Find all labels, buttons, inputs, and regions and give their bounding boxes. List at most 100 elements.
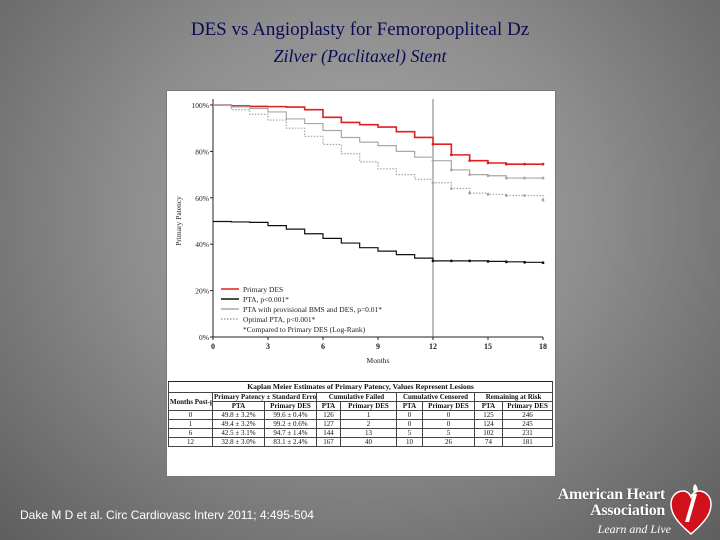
series-line [213, 104, 543, 165]
table-header-group: Remaining at Risk [473, 392, 554, 402]
chart-footnote: *Compared to Primary DES (Log-Rank) [243, 325, 366, 334]
x-tick-label: 15 [484, 342, 492, 351]
table-cell: 26 [422, 437, 475, 447]
table-row: 6 42.5 ± 3.1% 94.7 ± 1.4% 144 13 5 5 102 231 [168, 428, 554, 438]
x-tick-label: 6 [321, 342, 325, 351]
logo-line1: American Heart [557, 486, 666, 503]
table-body: 0 49.8 ± 3.2% 99.6 ± 0.4% 126 1 0 0 125 246 1 49.4… [168, 410, 554, 447]
table-cell: 42.5 ± 3.1% [212, 428, 265, 438]
censor-mark [431, 259, 435, 263]
table-header-group: Cumulative Failed [316, 392, 397, 402]
table-cell: 0 [396, 419, 423, 429]
table-subheader: PTA [474, 401, 503, 411]
table-header-months: Months Post-procedure [168, 392, 213, 411]
censor-mark [523, 260, 527, 264]
censor-mark [541, 198, 545, 202]
censor-mark [449, 153, 453, 157]
x-tick-label: 0 [211, 342, 215, 351]
table-cell: 125 [474, 410, 503, 420]
citation: Dake M D et al. Circ Cardiovasc Interv 2… [20, 508, 314, 522]
y-axis-label: Primary Patency [174, 196, 183, 246]
y-tick-label: 60% [195, 194, 209, 203]
censor-mark [431, 142, 435, 146]
censor-mark [541, 176, 545, 180]
table-cell: 5 [396, 428, 423, 438]
table-row: 0 49.8 ± 3.2% 99.6 ± 0.4% 126 1 0 0 125 246 [168, 410, 554, 420]
censor-mark [449, 187, 453, 190]
table-cell: 1 [168, 419, 213, 429]
logo-line2: Association [590, 502, 665, 519]
table-header-group: Cumulative Censored [396, 392, 475, 402]
table-subheader: PTA [212, 401, 265, 411]
y-tick-label: 100% [192, 101, 210, 110]
censor-mark [523, 194, 527, 197]
censor-mark [504, 194, 508, 197]
table-cell: 0 [396, 410, 423, 420]
km-table: Kaplan Meier Estimates of Primary Patenc… [167, 381, 554, 447]
table-cell: 126 [316, 410, 341, 420]
table-subheader: Primary DES [501, 401, 554, 411]
table-cell: 83.1 ± 2.4% [264, 437, 317, 447]
x-tick-label: 12 [429, 342, 437, 351]
legend-label: PTA with provisional BMS and DES, p=0.01… [243, 305, 382, 314]
censor-mark [523, 162, 527, 166]
censor-mark [449, 168, 453, 172]
table-cell: 245 [501, 419, 554, 429]
legend-label: Primary DES [243, 285, 283, 294]
heart-torch-icon [670, 484, 712, 535]
aha-logo: American Heart Association Learn and Liv… [548, 482, 713, 538]
censor-mark [431, 159, 435, 163]
censor-mark [523, 176, 527, 180]
table-cell: 167 [316, 437, 341, 447]
table-row: 12 32.8 ± 3.0% 83.1 ± 2.4% 167 40 10 26 74 181 [168, 437, 554, 447]
censor-mark [504, 260, 508, 264]
table-cell: 94.7 ± 1.4% [264, 428, 317, 438]
km-chart: 0% 20% 40% 60% 80% 100% 0 3 6 9 12 15 18 Months Primar… [174, 99, 547, 365]
table-header-group: Primary Patency ± Standard Error [212, 392, 317, 402]
censor-mark [468, 259, 472, 263]
table-caption: Kaplan Meier Estimates of Primary Patenc… [167, 381, 554, 393]
table-row: 1 49.4 ± 3.2% 99.2 ± 0.6% 127 2 0 0 124 245 [168, 419, 554, 429]
table-cell: 181 [501, 437, 554, 447]
table-subheader: PTA [316, 401, 341, 411]
table-cell: 0 [422, 410, 475, 420]
censor-mark [541, 261, 545, 265]
table-cell: 0 [168, 410, 213, 420]
censor-mark [486, 174, 490, 178]
table-cell: 102 [474, 428, 503, 438]
censor-mark [468, 159, 472, 163]
logo-tagline: Learn and Live [597, 522, 671, 536]
table-cell: 13 [340, 428, 397, 438]
table-subheader: PTA [396, 401, 423, 411]
censor-mark [504, 162, 508, 166]
legend-label: PTA, p<0.001* [243, 295, 289, 304]
censor-mark [486, 259, 490, 263]
table-cell: 1 [340, 410, 397, 420]
table-cell: 0 [422, 419, 475, 429]
slide-title: DES vs Angioplasty for Femoropopliteal D… [190, 19, 530, 40]
table-cell: 12 [168, 437, 213, 447]
x-tick-label: 3 [266, 342, 270, 351]
y-tick-label: 20% [195, 287, 209, 296]
table-cell: 144 [316, 428, 341, 438]
table-subheader: Primary DES [422, 401, 475, 411]
y-tick-label: 0% [199, 333, 209, 342]
table-cell: 49.4 ± 3.2% [212, 419, 265, 429]
table-cell: 99.6 ± 0.4% [264, 410, 317, 420]
table-subheader: Primary DES [264, 401, 317, 411]
censor-mark [541, 162, 545, 166]
table-subheader: Primary DES [340, 401, 397, 411]
censor-mark [504, 176, 508, 180]
table-cell: 32.8 ± 3.0% [212, 437, 265, 447]
table-cell: 99.2 ± 0.6% [264, 419, 317, 429]
slide-subtitle: Zilver (Paclitaxel) Stent [273, 46, 447, 66]
table-cell: 10 [396, 437, 423, 447]
series-line [213, 220, 544, 263]
censor-mark [431, 181, 435, 185]
x-tick-label: 18 [539, 342, 547, 351]
table-cell: 124 [474, 419, 503, 429]
legend-label: Optimal PTA, p<0.001* [243, 315, 316, 324]
table-cell: 5 [422, 428, 475, 438]
table-cell: 49.8 ± 3.2% [212, 410, 265, 420]
x-axis-label: Months [367, 356, 390, 365]
